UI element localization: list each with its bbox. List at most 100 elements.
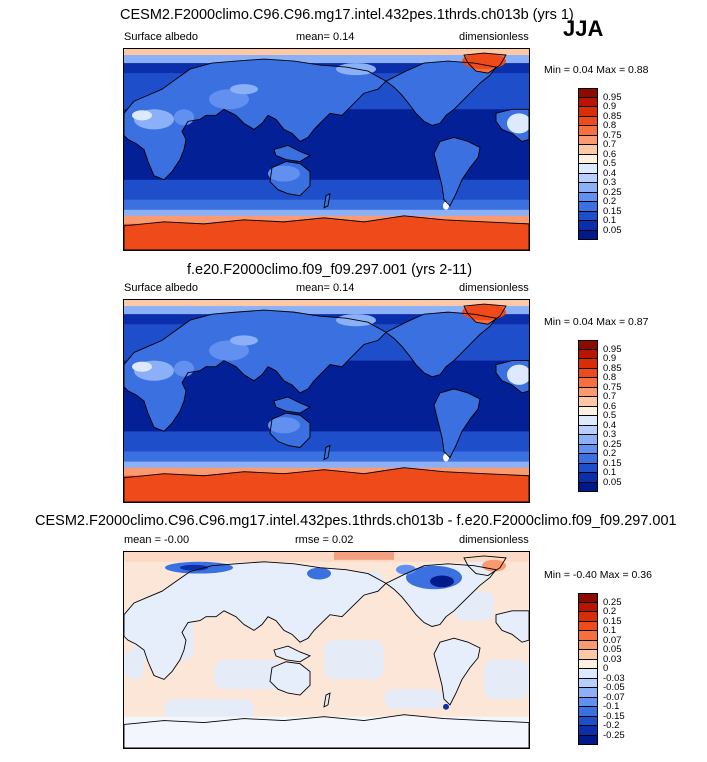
colorbar-swatch [578, 368, 598, 378]
colorbar-level-label: 0.5 [603, 158, 617, 169]
colorbar-level-label: 0.85 [603, 362, 622, 374]
colorbar-level-label: 0.3 [603, 429, 617, 440]
panel-3-title: CESM2.F2000climo.C96.C96.mg17.intel.432p… [35, 513, 677, 529]
panel-2-map [123, 299, 530, 503]
panel-3-map-field [124, 552, 529, 748]
panel-1-title: CESM2.F2000climo.C96.C96.mg17.intel.432p… [120, 7, 574, 23]
colorbar-swatch [578, 211, 598, 221]
colorbar-swatch [578, 650, 598, 660]
colorbar-level-label: 0.2 [603, 606, 617, 617]
colorbar-level-label: 0.15 [603, 205, 622, 217]
colorbar-level-label: -0.03 [603, 672, 625, 684]
panel-2-variable-label: Surface albedo [124, 282, 198, 294]
colorbar-level-label: 0.8 [603, 120, 617, 131]
colorbar-level-label: 0.05 [603, 224, 622, 236]
colorbar-level-label: 0.15 [603, 615, 622, 627]
colorbar-level-label: -0.05 [603, 682, 625, 693]
colorbar-swatch [578, 183, 598, 193]
panel-3-map [123, 551, 530, 749]
colorbar-level-label: 0.1 [603, 215, 617, 226]
colorbar-swatch [578, 621, 598, 631]
panel-1-units-label: dimensionless [459, 31, 529, 43]
colorbar-swatch [578, 349, 598, 359]
colorbar-swatch [578, 688, 598, 698]
colorbar-swatch [578, 697, 598, 707]
colorbar-level-label: 0.5 [603, 410, 617, 421]
colorbar-swatch [578, 88, 598, 98]
colorbar-swatch [578, 602, 598, 612]
colorbar-swatch [578, 435, 598, 445]
colorbar-swatch [578, 463, 598, 473]
season-label: JJA [563, 16, 604, 41]
panel-1-variable-label: Surface albedo [124, 31, 198, 43]
colorbar-swatch [578, 482, 598, 492]
colorbar-swatch [578, 425, 598, 435]
colorbar-level-label: 0.3 [603, 177, 617, 188]
colorbar-level-label: -0.07 [603, 691, 625, 703]
colorbar-level-label: -0.15 [603, 710, 625, 722]
colorbar-swatch [578, 669, 598, 679]
colorbar-swatch [578, 116, 598, 126]
colorbar-swatch [578, 659, 598, 669]
colorbar-swatch [578, 192, 598, 202]
colorbar-swatch [578, 126, 598, 136]
panel-1-map-field [124, 49, 529, 250]
colorbar-swatch [578, 416, 598, 426]
colorbar-level-label: 0 [603, 663, 609, 674]
colorbar-swatch [578, 473, 598, 483]
panel-1-map [123, 48, 530, 251]
colorbar-swatch [578, 454, 598, 464]
colorbar-swatch [578, 164, 598, 174]
panel-3-units-label: dimensionless [459, 534, 529, 546]
colorbar-level-label: 0.75 [603, 129, 622, 141]
colorbar-swatch [578, 340, 598, 350]
colorbar-swatch [578, 173, 598, 183]
colorbar-swatch [578, 135, 598, 145]
colorbar-swatch [578, 678, 598, 688]
colorbar-level-label: 0.9 [603, 101, 617, 112]
colorbar-level-label: 0.03 [603, 653, 622, 665]
colorbar-swatch [578, 221, 598, 231]
panel-1-mean-label: mean= 0.14 [296, 31, 355, 43]
panel-2-units-label: dimensionless [459, 282, 529, 294]
colorbar-level-label: 0.25 [603, 186, 622, 198]
colorbar-level-label: 0.6 [603, 148, 617, 160]
colorbar-level-label: 0.4 [603, 419, 617, 431]
colorbar-level-label: 0.2 [603, 196, 617, 207]
colorbar-level-label: -0.2 [603, 720, 620, 731]
colorbar-swatch [578, 716, 598, 726]
colorbar-level-label: 0.07 [603, 634, 622, 646]
colorbar-swatch [578, 387, 598, 397]
colorbar-level-label: -0.25 [603, 729, 625, 741]
colorbar-level-label: -0.1 [603, 701, 620, 712]
colorbar-level-label: 0.25 [603, 438, 622, 450]
colorbar-level-label: 0.1 [603, 625, 617, 636]
colorbar-swatch [578, 107, 598, 117]
colorbar-swatch [578, 145, 598, 155]
panel-1-min-max: Min = 0.04 Max = 0.88 [544, 64, 649, 76]
colorbar-swatch [578, 230, 598, 240]
colorbar-swatch [578, 593, 598, 603]
colorbar-level-label: 0.2 [603, 448, 617, 459]
colorbar-level-label: 0.95 [603, 91, 622, 103]
panel-2-mean-label: mean= 0.14 [296, 282, 355, 294]
colorbar-swatch [578, 735, 598, 745]
colorbar-swatch [578, 612, 598, 622]
panel-2-title: f.e20.F2000climo.f09_f09.297.001 (yrs 2-… [187, 262, 473, 278]
colorbar-swatch [578, 406, 598, 416]
colorbar-swatch [578, 444, 598, 454]
colorbar-level-label: 0.85 [603, 110, 622, 122]
colorbar-level-label: 0.75 [603, 381, 622, 393]
colorbar-swatch [578, 202, 598, 212]
colorbar-swatch [578, 707, 598, 717]
colorbar-swatch [578, 154, 598, 164]
colorbar-level-label: 0.95 [603, 343, 622, 355]
panel-3-rmse-label: rmse = 0.02 [295, 534, 354, 546]
panel-2-min-max: Min = 0.04 Max = 0.87 [544, 316, 649, 328]
colorbar-level-label: 0.25 [603, 596, 622, 608]
panel-3-mean-label: mean = -0.00 [124, 534, 190, 546]
colorbar-swatch [578, 359, 598, 369]
colorbar-level-label: 0.4 [603, 167, 617, 179]
colorbar-level-label: 0.05 [603, 476, 622, 488]
panel-3-min-max: Min = -0.40 Max = 0.36 [544, 569, 652, 581]
